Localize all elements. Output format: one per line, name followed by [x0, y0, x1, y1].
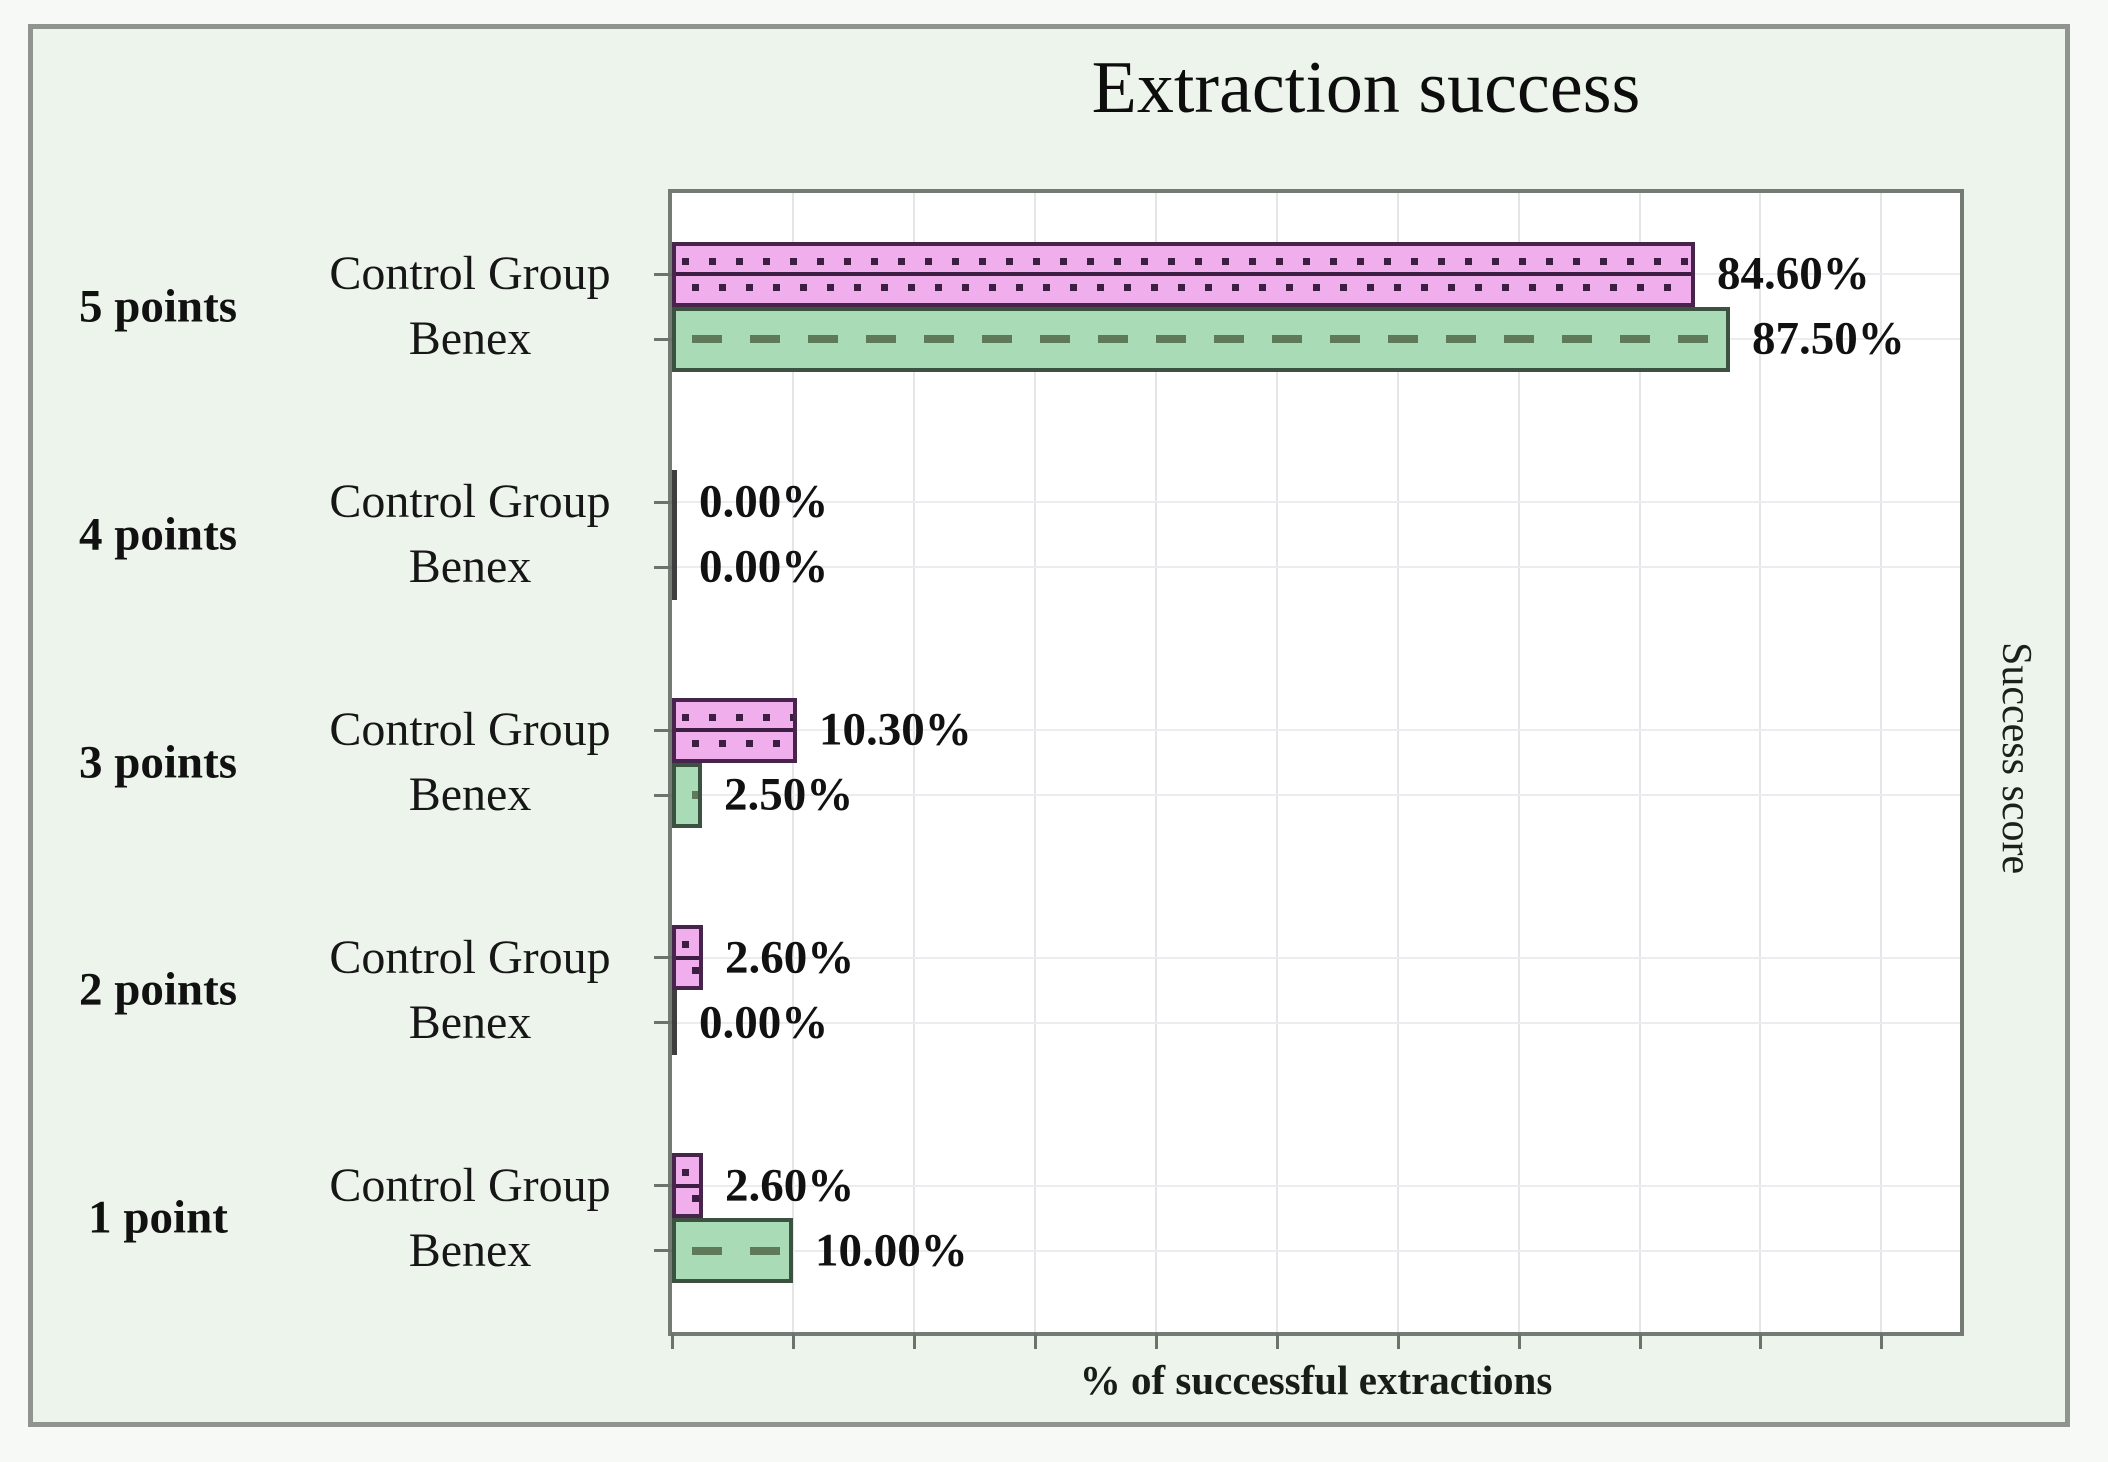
bar-zero-benex: [672, 990, 677, 1056]
bars-layer: 84.60% 87.50% 0.00% 0.00% 10.30% 2.50% 2.60% 0.…: [672, 193, 1960, 1332]
value-label: 2.50%: [724, 768, 854, 821]
x-axis-tick: [1396, 1333, 1400, 1349]
x-axis-tick: [912, 1333, 916, 1349]
value-label: 0.00%: [699, 475, 829, 528]
category-label: 3 points: [78, 736, 238, 788]
category-tick: [654, 337, 672, 341]
gridline-horizontal: [672, 1184, 1960, 1187]
y-axis-label-text: Success score: [1993, 642, 2039, 875]
category-label: 2 points: [78, 963, 238, 1016]
gridline-horizontal: [672, 501, 1960, 504]
gridline-horizontal: [672, 729, 1960, 731]
plot-area: 84.60% 87.50% 0.00% 0.00% 10.30% 2.50% 2.60% 0.…: [668, 189, 1964, 1336]
series-row-label: Benex: [408, 312, 532, 366]
bar-benex: [672, 1218, 793, 1284]
category-tick: [654, 956, 672, 960]
x-axis-tick: [1759, 1333, 1763, 1349]
value-label: 87.50%: [1752, 312, 1905, 365]
gridline-vertical: [912, 193, 915, 1332]
chart-title: Extraction success: [1091, 47, 1641, 129]
category-label: 1 point: [88, 1191, 228, 1244]
bar-control-group: [672, 1153, 703, 1219]
value-label: 2.60%: [725, 1159, 855, 1212]
gridline-horizontal: [672, 956, 1960, 959]
gridline-vertical: [1880, 193, 1883, 1332]
x-axis-tick: [791, 1333, 795, 1349]
y-axis-label-right: Success score: [1986, 189, 2046, 1328]
x-axis-tick: [1154, 1333, 1158, 1349]
value-label: 2.60%: [725, 931, 855, 984]
gridline-horizontal: [672, 1249, 1960, 1252]
bar-benex: [672, 762, 702, 828]
bar-control-group: [672, 241, 1695, 307]
series-row-label: Control Group: [329, 1158, 611, 1212]
value-label: 0.00%: [699, 996, 829, 1049]
category-tick: [654, 1184, 672, 1188]
value-label: 84.60%: [1717, 247, 1870, 300]
gridline-vertical: [1275, 193, 1278, 1332]
gridline-horizontal: [672, 794, 1960, 796]
gridline-horizontal: [672, 566, 1960, 569]
series-row-label: Benex: [408, 1223, 532, 1277]
category-tick: [654, 565, 672, 569]
x-axis-tick: [671, 1333, 674, 1349]
gridline-vertical: [1638, 193, 1641, 1332]
category-label: 4 points: [78, 508, 238, 561]
series-row-label: Control Group: [329, 703, 611, 756]
value-label: 0.00%: [699, 540, 829, 593]
gridline-vertical: [1033, 193, 1036, 1332]
series-row-label: Benex: [408, 540, 532, 594]
gridline-vertical: [791, 193, 794, 1332]
series-row-label: Control Group: [329, 247, 611, 301]
category-label: 5 points: [78, 280, 238, 333]
category-tick: [654, 793, 672, 797]
category-tick: [654, 272, 672, 276]
category-tick: [654, 1021, 672, 1025]
series-row-label: Control Group: [329, 930, 611, 984]
value-label: 10.00%: [815, 1224, 968, 1277]
bar-zero-benex: [672, 534, 677, 600]
gridline-vertical: [1396, 193, 1399, 1332]
series-row-label: Benex: [408, 768, 532, 821]
gridline-horizontal: [672, 1021, 1960, 1024]
x-axis-tick: [1880, 1333, 1884, 1349]
series-row-label: Control Group: [329, 475, 611, 529]
category-tick: [654, 728, 672, 732]
x-axis-tick: [1033, 1333, 1037, 1349]
x-axis-tick: [1517, 1333, 1521, 1349]
x-axis-label: % of successful extractions: [1079, 1357, 1553, 1403]
bar-control-group: [672, 697, 797, 763]
gridline-vertical: [1154, 193, 1157, 1332]
category-tick: [654, 1249, 672, 1253]
value-label: 10.30%: [819, 703, 972, 756]
category-tick: [654, 500, 672, 504]
bar-benex: [672, 306, 1730, 372]
x-axis-tick: [1275, 1333, 1279, 1349]
grid-layer: [672, 193, 1960, 1332]
bar-zero-control-group: [672, 469, 677, 535]
gridline-vertical: [1759, 193, 1762, 1332]
bar-control-group: [672, 925, 703, 991]
series-row-label: Benex: [408, 995, 532, 1049]
x-axis-tick: [1638, 1333, 1642, 1349]
gridline-vertical: [1517, 193, 1520, 1332]
